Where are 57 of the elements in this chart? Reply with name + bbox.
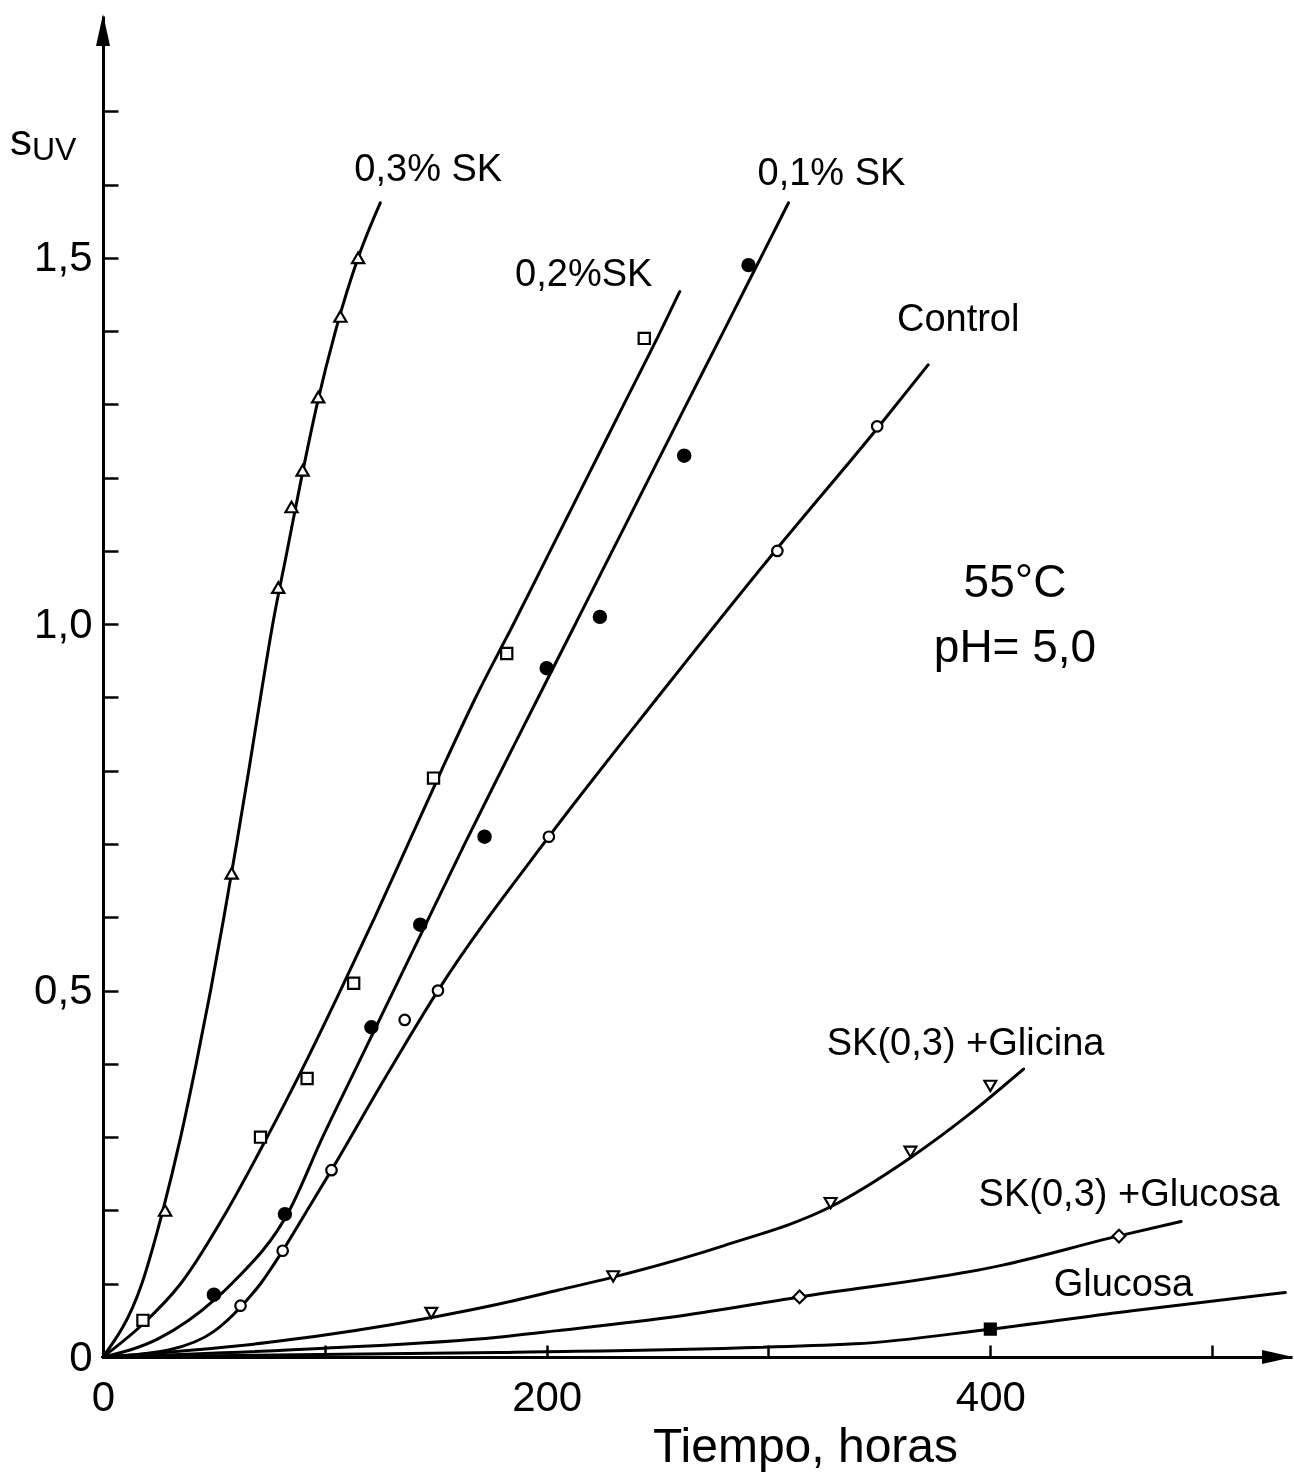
point xyxy=(234,1299,247,1313)
point xyxy=(500,646,514,661)
point xyxy=(431,984,445,997)
point xyxy=(412,917,428,932)
point xyxy=(271,581,286,594)
y-tick-label: 1,0 xyxy=(34,599,93,647)
x-axis-title: Tiempo, horas xyxy=(652,1418,959,1472)
point xyxy=(253,1130,268,1144)
point xyxy=(426,771,441,785)
point xyxy=(398,1013,412,1027)
series-label: 0,3% SK xyxy=(354,146,503,189)
point xyxy=(741,257,756,273)
point xyxy=(364,1020,379,1035)
y-tick-label: 0 xyxy=(69,1332,93,1380)
point xyxy=(823,1196,838,1210)
point xyxy=(983,1322,997,1336)
point xyxy=(136,1313,150,1328)
annotation: 55°C xyxy=(963,555,1067,607)
point xyxy=(983,1079,998,1093)
point xyxy=(284,500,299,514)
point xyxy=(903,1145,918,1159)
series-label: SK(0,3) +Glicina xyxy=(826,1021,1106,1064)
point xyxy=(224,866,239,880)
point xyxy=(592,609,608,625)
point xyxy=(295,463,310,477)
point xyxy=(637,331,651,346)
series-label: SK(0,3) +Glucosa xyxy=(978,1172,1281,1215)
series-label: 0,1% SK xyxy=(757,150,906,193)
point xyxy=(542,830,556,844)
point xyxy=(346,976,361,990)
point xyxy=(870,420,884,433)
y-tick-label: 1,5 xyxy=(34,233,93,281)
point xyxy=(771,544,784,558)
x-tick-label: 400 xyxy=(955,1372,1026,1420)
point xyxy=(539,660,554,676)
point xyxy=(157,1204,173,1217)
point xyxy=(276,1244,290,1258)
series-label: Control xyxy=(896,296,1020,339)
point xyxy=(676,448,692,463)
series-label: 0,2%SK xyxy=(515,251,653,294)
point xyxy=(300,1071,314,1086)
point xyxy=(325,1163,338,1177)
annotation: pH= 5,0 xyxy=(933,620,1097,672)
x-tick-label: 200 xyxy=(512,1372,583,1420)
point xyxy=(350,251,366,265)
point xyxy=(1111,1228,1127,1244)
point xyxy=(792,1289,807,1305)
series-label: Glucosa xyxy=(1053,1261,1194,1304)
point xyxy=(333,310,348,323)
point xyxy=(206,1287,222,1302)
y-tick-label: 0,5 xyxy=(34,966,93,1014)
y-axis-title: s$_{UV}$ xyxy=(10,115,77,167)
point xyxy=(424,1306,439,1320)
point xyxy=(277,1206,293,1222)
point xyxy=(310,390,326,404)
point xyxy=(477,829,492,844)
point xyxy=(606,1270,621,1283)
